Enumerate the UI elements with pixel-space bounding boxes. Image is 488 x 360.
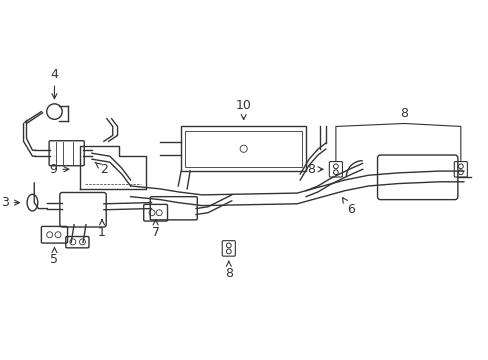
Text: 6: 6 (342, 198, 354, 216)
Text: 8: 8 (400, 107, 407, 120)
Text: 7: 7 (151, 220, 159, 239)
Bar (185, 131, 302, 167)
Text: 9: 9 (49, 163, 69, 176)
Text: 1: 1 (98, 220, 106, 239)
Text: 3: 3 (1, 196, 20, 209)
Text: 8: 8 (224, 261, 232, 280)
Text: 10: 10 (235, 99, 251, 120)
Text: 4: 4 (50, 68, 58, 99)
Text: 5: 5 (50, 247, 59, 266)
Text: 8: 8 (306, 163, 322, 176)
Text: 2: 2 (95, 162, 107, 176)
Bar (181, 126, 305, 171)
